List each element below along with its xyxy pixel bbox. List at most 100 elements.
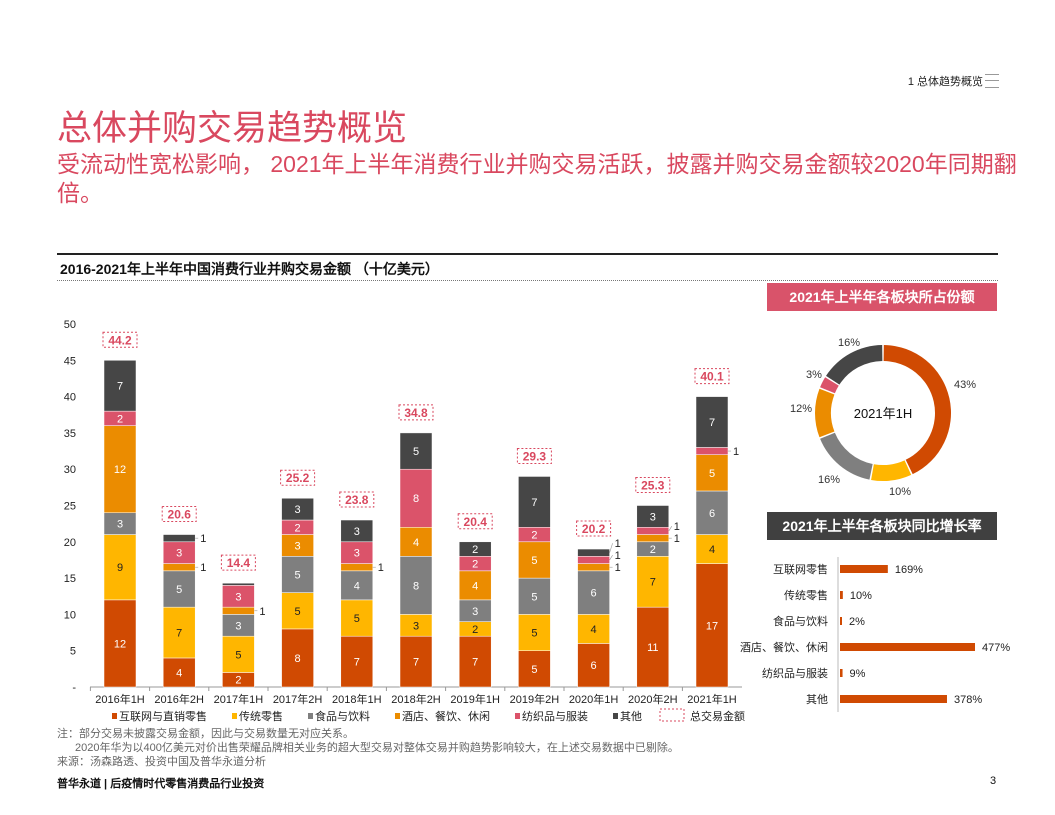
page-subtitle: 受流动性宽松影响， 2021年上半年消费行业并购交易活跃，披露并购交易金额较20…: [57, 151, 1017, 206]
legend-label: 酒店、餐饮、休闲: [402, 709, 490, 723]
segment-label: 3: [176, 548, 182, 560]
growth-category-label: 食品与饮料: [773, 614, 828, 628]
segment-label: 5: [235, 649, 241, 661]
bar-chart-title: 2016-2021年上半年中国消费行业并购交易金额 （十亿美元）: [60, 261, 439, 277]
segment-label: 4: [354, 580, 360, 592]
y-tick-label: 35: [64, 428, 76, 440]
x-tick-label: 2018年1H: [332, 692, 382, 706]
bar-segment-other: [281, 497, 314, 521]
segment-label: 1: [200, 562, 206, 574]
bar-segment-other: [103, 360, 137, 412]
y-tick-label: 20: [64, 537, 76, 549]
segment-label: 5: [176, 584, 182, 596]
bar-segment-traditional: [518, 614, 551, 651]
bar-segment-other: [222, 582, 255, 586]
bar-segment-traditional: [636, 556, 670, 608]
bar-segment-other: [577, 548, 610, 557]
growth-bar: [840, 669, 843, 677]
legend-swatch-textile: [515, 713, 520, 719]
growth-category-label: 纺织品与服装: [762, 666, 828, 680]
y-tick-label: 5: [70, 646, 76, 658]
segment-label: 3: [354, 526, 360, 538]
segment-label: 2: [235, 675, 241, 687]
segment-label: 5: [531, 628, 537, 640]
bar-segment-other: [340, 519, 374, 543]
page-title: 总体并购交易趋势概览: [57, 109, 408, 148]
pie-slice-traditional: [871, 460, 912, 482]
pie-label: 16%: [818, 474, 840, 486]
segment-label: 8: [413, 493, 419, 505]
total-box: [576, 520, 612, 537]
growth-bar: [840, 643, 975, 651]
bar-segment-food: [518, 577, 551, 615]
bar-segment-other: [458, 541, 492, 557]
bar-segment-hotel: [518, 541, 551, 579]
bar-segment-hotel: [636, 534, 670, 543]
growth-value-label: 378%: [954, 694, 982, 706]
bar-segment-food: [281, 556, 314, 593]
segment-label-leader: [668, 526, 673, 532]
bar-segment-internet: [103, 599, 137, 688]
footer-text: 普华永道 | 后疫情时代零售消费品行业投资: [57, 778, 265, 790]
segment-label: 5: [531, 664, 537, 676]
divider: [57, 253, 998, 255]
total-box: [694, 368, 730, 385]
segment-label: 3: [472, 606, 478, 618]
legend-label: 传统零售: [239, 709, 283, 723]
bar-segment-food: [162, 570, 196, 608]
segment-label: 1: [259, 606, 265, 618]
total-box: [339, 491, 375, 508]
segment-label: 7: [472, 657, 478, 669]
bar-segment-internet: [695, 563, 729, 688]
pie-label: 43%: [954, 379, 976, 391]
bar-segment-traditional: [340, 599, 374, 637]
segment-label: 7: [709, 417, 715, 429]
growth-bar: [840, 695, 947, 703]
x-tick-label: 2020年2H: [628, 692, 678, 706]
segment-label: 3: [295, 504, 301, 516]
bar-segment-internet: [162, 657, 196, 688]
segment-label: 3: [354, 548, 360, 560]
x-tick-label: 2018年2H: [391, 692, 441, 706]
total-label: 44.2: [108, 333, 132, 347]
segment-label: 2: [650, 544, 656, 556]
growth-category-label: 互联网零售: [773, 562, 828, 576]
segment-label: 2: [117, 413, 123, 425]
total-label: 20.6: [168, 508, 192, 522]
bar-segment-hotel: [162, 563, 196, 572]
segment-label: 5: [295, 606, 301, 618]
bar-segment-other: [399, 432, 433, 470]
growth-value-label: 10%: [850, 590, 872, 602]
total-label: 23.8: [345, 493, 369, 507]
total-box: [161, 506, 197, 523]
bar-segment-hotel: [399, 527, 433, 557]
legend-label: 食品与饮料: [315, 709, 370, 723]
bar-segment-internet: [399, 635, 433, 688]
legend-swatch-hotel: [395, 713, 400, 719]
x-tick-label: 2017年1H: [214, 692, 264, 706]
bar-segment-textile: [695, 447, 729, 455]
pie-slice-internet: [883, 345, 951, 475]
divider: [57, 280, 998, 281]
segment-label: 4: [709, 544, 715, 556]
segment-label: 3: [413, 620, 419, 632]
total-box: [516, 447, 552, 464]
page-number: 3: [990, 775, 997, 787]
legend-total-swatch: [659, 708, 685, 722]
pie-center-label: 2021年1H: [854, 406, 913, 421]
segment-label: 8: [413, 580, 419, 592]
x-tick-label: 2016年1H: [95, 692, 145, 706]
segment-label: 1: [200, 533, 206, 545]
total-label: 29.3: [523, 449, 547, 463]
bar-segment-internet: [281, 628, 314, 688]
pie-slice-hotel: [815, 388, 835, 438]
segment-label: 5: [413, 446, 419, 458]
pie-label: 12%: [790, 403, 812, 415]
total-box: [220, 554, 256, 571]
y-tick-label: 45: [64, 355, 76, 367]
pie-label: 10%: [889, 486, 911, 498]
segment-label: 3: [295, 540, 301, 552]
segment-label: 5: [709, 468, 715, 480]
growth-category-label: 酒店、餐饮、休闲: [740, 640, 828, 654]
